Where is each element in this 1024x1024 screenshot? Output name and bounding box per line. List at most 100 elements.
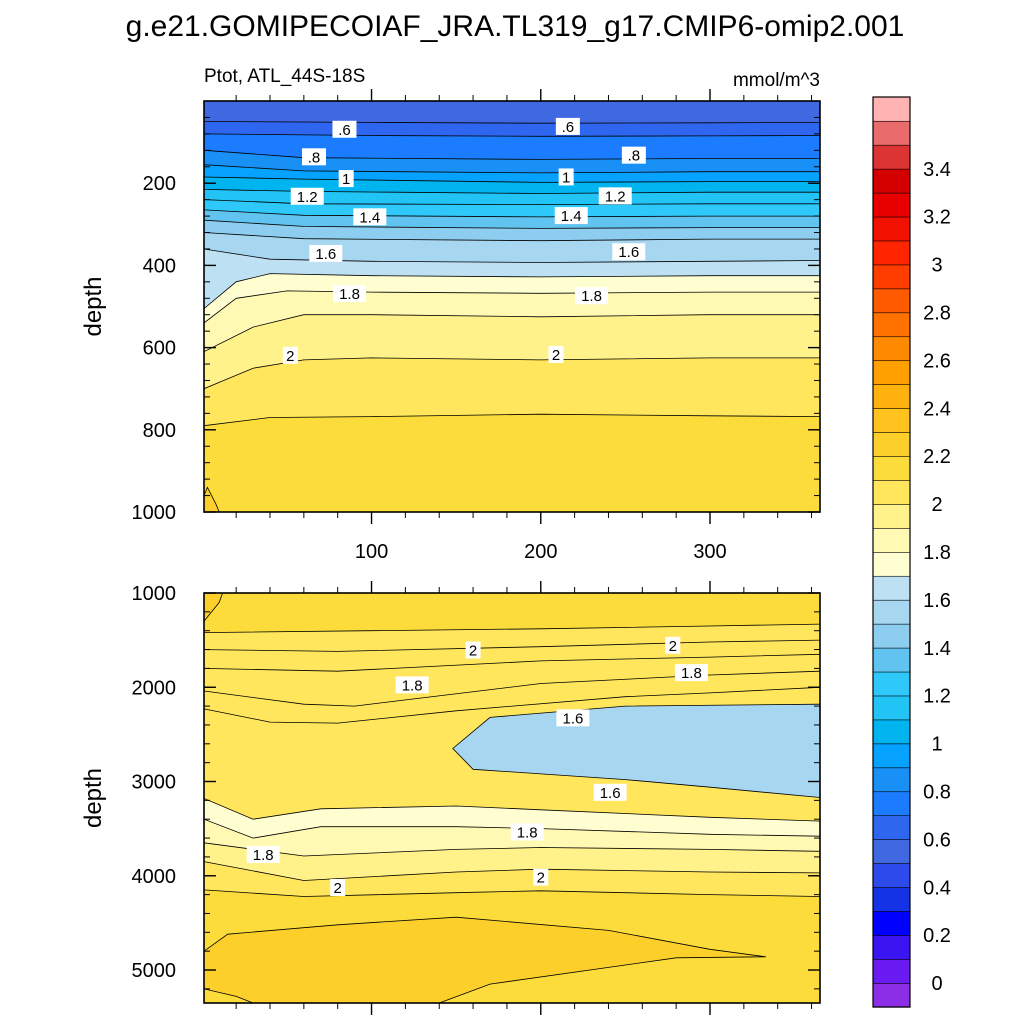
colorbar-label: 1.4 <box>923 638 951 660</box>
contour-line <box>204 164 820 174</box>
contour-line <box>204 314 820 353</box>
svg-text:2: 2 <box>669 638 677 655</box>
colorbar-label: 1.2 <box>923 686 951 708</box>
colorbar-label: 2.8 <box>923 303 951 325</box>
contour-line <box>204 121 820 124</box>
contour-line <box>204 988 254 1003</box>
colorbar-swatch <box>872 503 911 529</box>
svg-text:1.8: 1.8 <box>339 286 360 303</box>
colorbar-swatch <box>872 934 911 960</box>
colorbar-swatch <box>872 288 911 314</box>
svg-text:1.6: 1.6 <box>315 246 336 263</box>
plot-frame <box>203 100 821 513</box>
contour-line <box>204 413 820 427</box>
y-tick-label: 400 <box>143 255 176 277</box>
svg-text:1.8: 1.8 <box>681 665 702 682</box>
colorbar-label: 1.8 <box>923 542 951 564</box>
contour-line <box>204 653 820 672</box>
y-axis-label: depth <box>80 768 107 828</box>
contour-line <box>204 248 820 263</box>
svg-text:1.4: 1.4 <box>359 209 380 226</box>
svg-text:2: 2 <box>469 642 477 659</box>
variable-region-label: Ptot, ATL_44S-18S <box>204 66 365 87</box>
contour-label: 1.6 <box>556 709 590 727</box>
colorbar-swatch <box>872 336 911 362</box>
contour-band <box>204 101 820 124</box>
contour-label: 2 <box>533 868 549 887</box>
contour-line <box>204 798 820 822</box>
contour-label: 1.2 <box>290 187 324 206</box>
contour-label: 1.8 <box>246 846 280 864</box>
contour-label: 1.8 <box>333 285 367 303</box>
svg-text:1.8: 1.8 <box>581 288 602 305</box>
colorbar-swatch <box>872 264 911 290</box>
contour-label: 1.6 <box>612 243 646 261</box>
plot-frame <box>203 592 821 1004</box>
contour-band <box>204 917 766 1003</box>
colorbar-label: 3.2 <box>923 207 951 229</box>
contour-line <box>204 209 820 218</box>
colorbar-label: 3.4 <box>923 159 951 181</box>
colorbar-swatch <box>872 575 911 601</box>
contour-band <box>204 593 223 622</box>
colorbar-label: 0.4 <box>923 877 951 899</box>
y-axis-label: depth <box>80 276 107 336</box>
contour-label: 2 <box>282 346 298 365</box>
colorbar-swatch <box>872 312 911 338</box>
contour-label: .8 <box>302 148 326 166</box>
colorbar-swatch <box>872 886 911 912</box>
svg-text:1.2: 1.2 <box>297 189 318 206</box>
colorbar-label: 2.2 <box>923 446 951 468</box>
colorbar-swatch <box>872 192 911 218</box>
contour-line <box>204 861 820 881</box>
colorbar-swatch <box>872 671 911 697</box>
contour-line <box>204 133 820 137</box>
colorbar-swatch <box>872 527 911 553</box>
y-tick-label: 1000 <box>132 583 177 605</box>
svg-text:1: 1 <box>562 169 570 186</box>
contour-label: 1.8 <box>575 287 609 305</box>
colorbar-swatch <box>872 791 911 817</box>
contour-label: .6 <box>332 120 357 139</box>
y-tick-label: 3000 <box>132 772 177 794</box>
colorbar-swatch <box>872 982 911 1008</box>
colorbar-swatch <box>872 168 911 194</box>
contour-line <box>452 703 820 798</box>
y-tick-label: 1000 <box>132 502 177 524</box>
svg-text:1.6: 1.6 <box>562 710 583 727</box>
svg-text:1.8: 1.8 <box>402 677 423 694</box>
y-tick-label: 5000 <box>132 960 177 982</box>
contour-line <box>204 273 820 309</box>
contour-line <box>204 176 820 183</box>
colorbar-swatch <box>872 479 911 505</box>
svg-text:2: 2 <box>537 870 545 887</box>
svg-text:1.8: 1.8 <box>517 824 538 841</box>
contour-label: 2 <box>465 641 481 659</box>
contour-label: .8 <box>621 146 646 165</box>
colorbar-swatch <box>872 431 911 457</box>
y-tick-label: 4000 <box>132 866 177 888</box>
colorbar-label: 0.8 <box>923 781 951 803</box>
svg-text:.6: .6 <box>338 122 351 139</box>
svg-text:2: 2 <box>286 348 294 365</box>
contour-label: .6 <box>555 117 580 136</box>
colorbar: 0 0.2 0.4 0.6 0.8 1 1.2 1.4 1.6 1.8 2 2.2 2.4 2.6 2.8 3… <box>872 96 951 1008</box>
colorbar-swatch <box>872 455 911 481</box>
colorbar-swatch <box>872 839 911 864</box>
contour-line <box>204 486 220 512</box>
contour-label: 2 <box>330 879 346 897</box>
colorbar-label: 1.6 <box>923 590 951 612</box>
colorbar-swatch <box>872 958 911 984</box>
units-label: mmol/m^3 <box>733 70 820 91</box>
colorbar-swatch <box>872 408 911 433</box>
colorbar-swatch <box>872 384 911 409</box>
contour-line <box>204 290 820 324</box>
colorbar-swatch <box>872 863 911 888</box>
svg-text:2: 2 <box>334 880 342 897</box>
lower-panel: 2 21.81.81.61.61.81.822100020003000400050… <box>80 581 821 1015</box>
colorbar-swatch <box>872 216 911 242</box>
contour-line <box>204 686 820 724</box>
x-tick-label: 100 <box>355 541 388 563</box>
contour-line <box>204 623 820 633</box>
